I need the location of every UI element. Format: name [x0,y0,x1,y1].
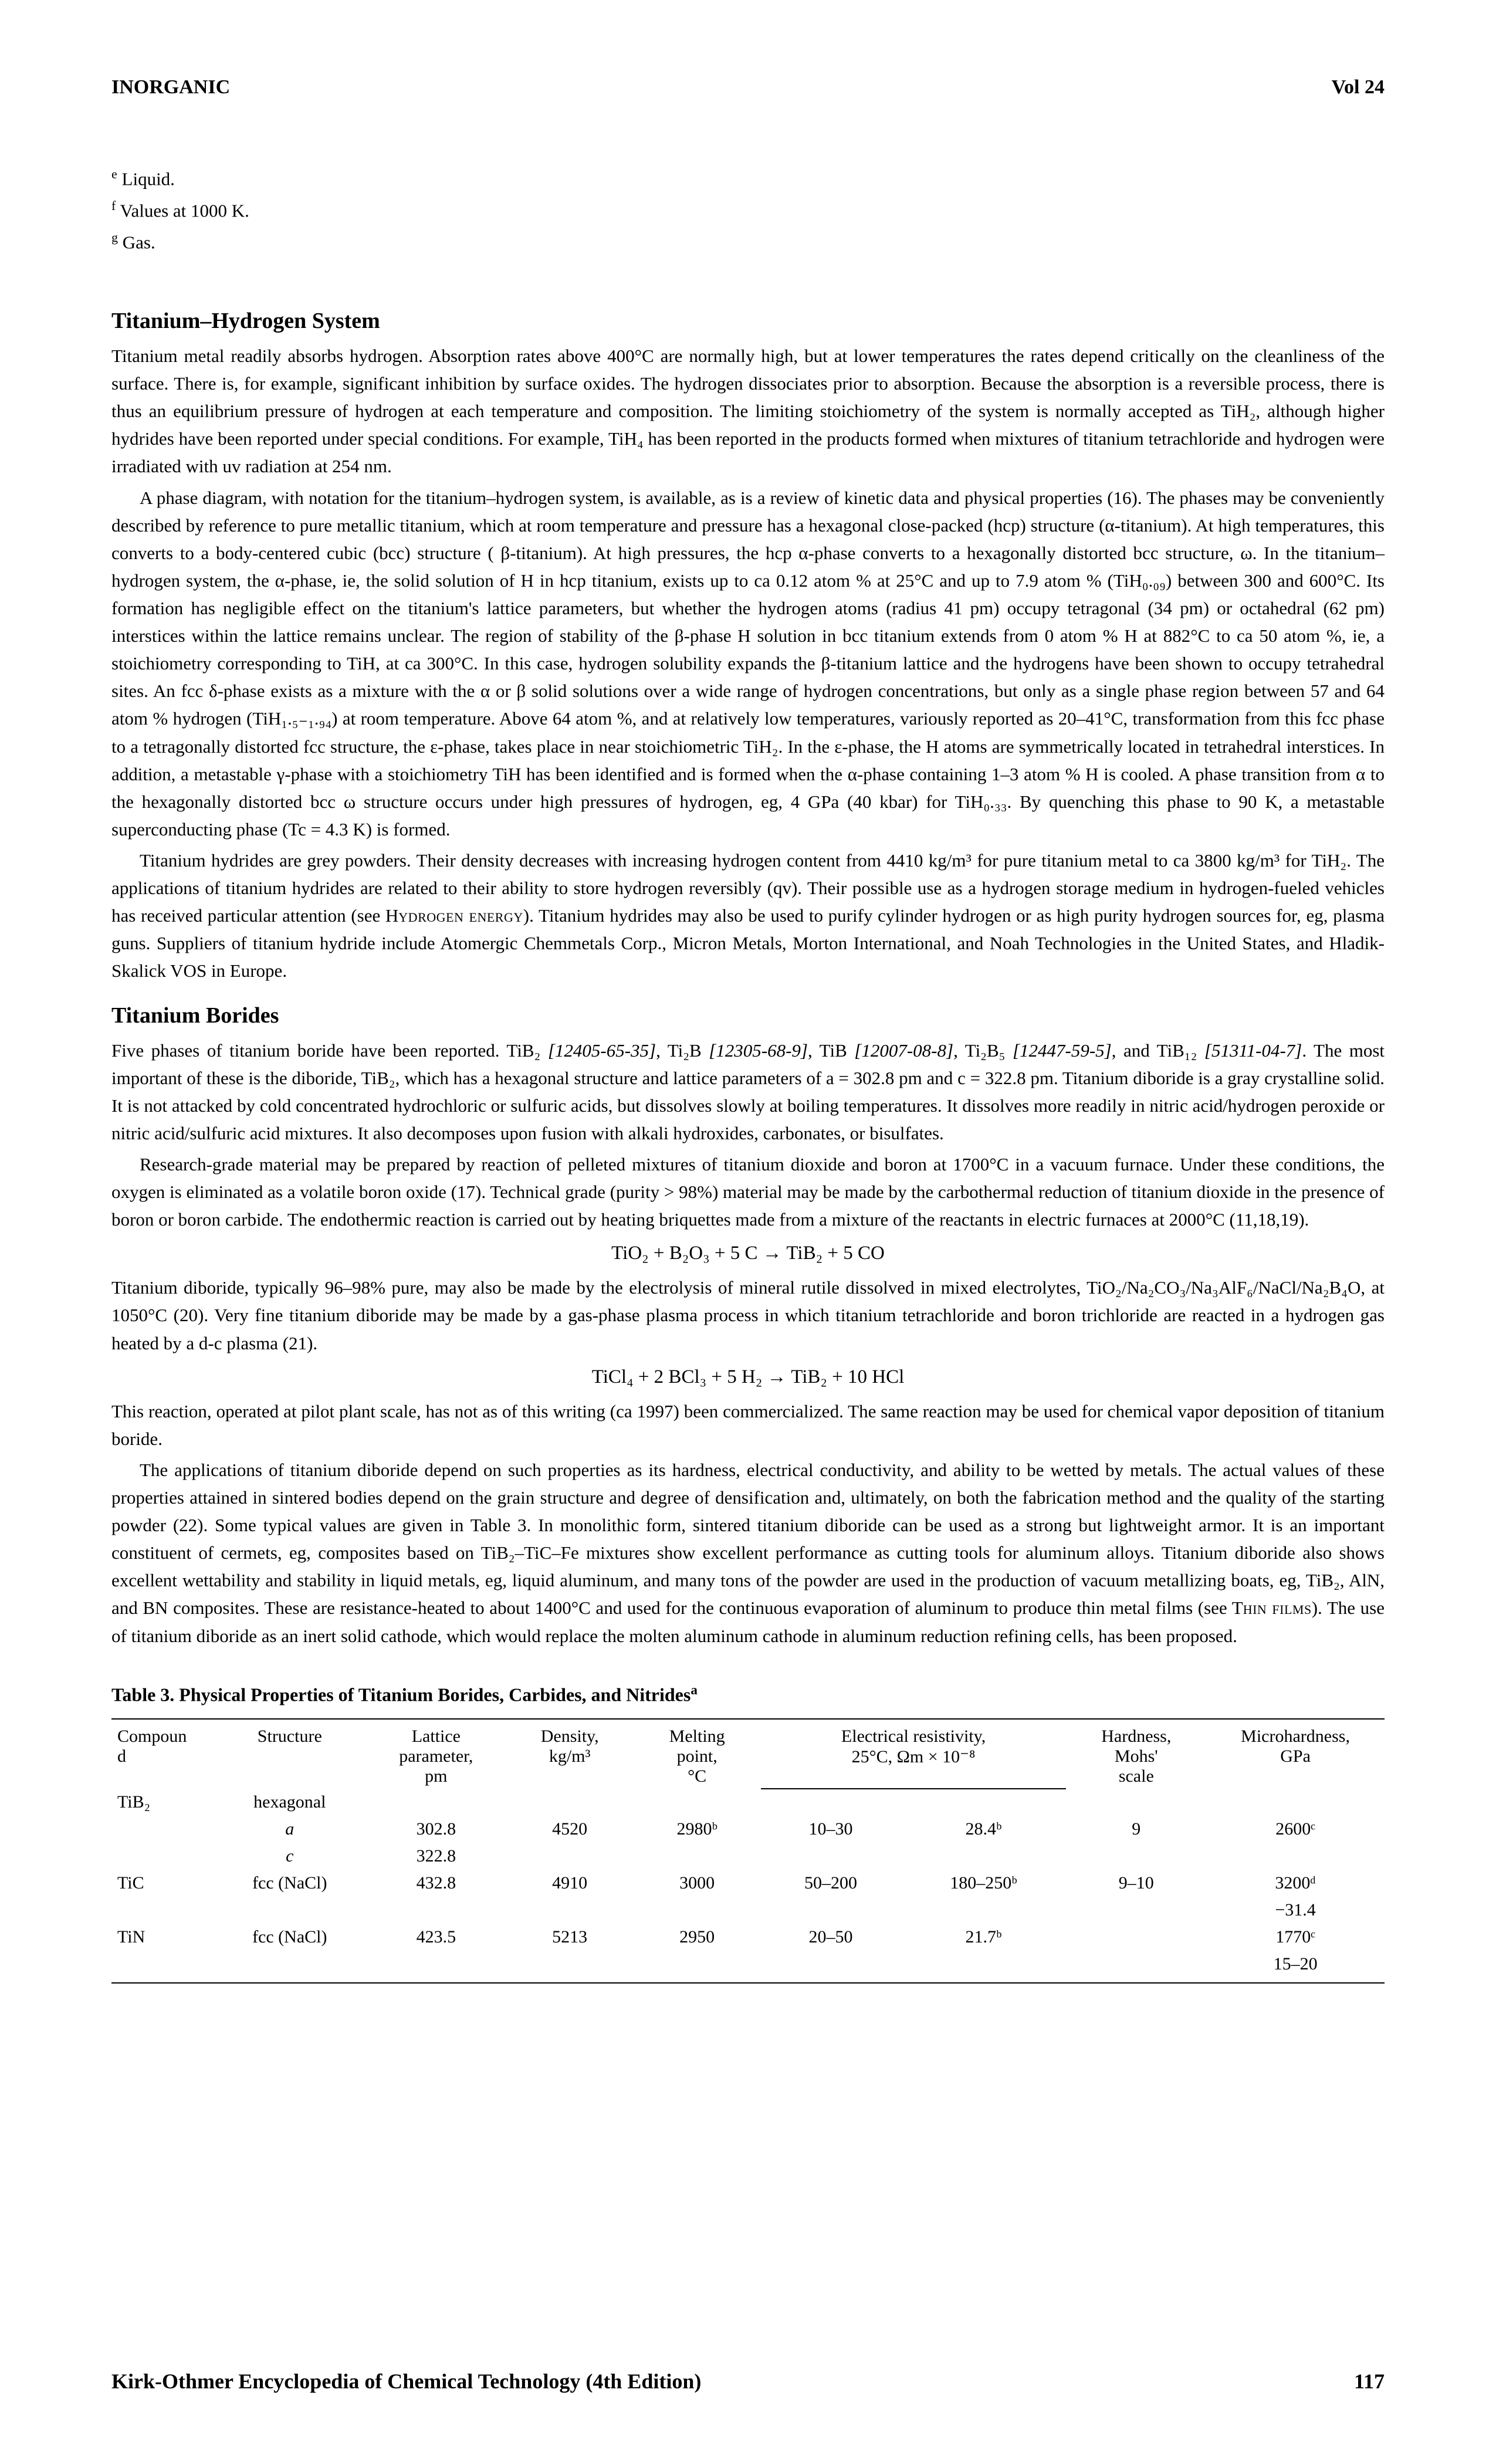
section1-p1: Titanium metal readily absorbs hydrogen.… [111,342,1385,480]
th-density: Density,kg/m³ [506,1719,634,1789]
th-resistivity: Electrical resistivity,25°C, Ωm × 10⁻⁸ [761,1719,1067,1777]
section-borides-title: Titanium Borides [111,1003,1385,1028]
section2-p2: Research-grade material may be prepared … [111,1150,1385,1233]
table-row: TiB₂hexagonal [111,1789,1385,1816]
equation-2: TiCl₄ + 2 BCl₃ + 5 H₂ → TiB₂ + 10 HCl [111,1366,1385,1388]
th-compound: Compound [111,1719,214,1789]
th-micro: Microhardness,GPa [1206,1719,1385,1789]
footer-left: Kirk-Othmer Encyclopedia of Chemical Tec… [111,2369,701,2394]
section2-p1: Five phases of titanium boride have been… [111,1037,1385,1147]
table-row: TiCfcc (NaCl)432.84910300050–200180–250ᵇ… [111,1870,1385,1897]
section2-p3: Titanium diboride, typically 96–98% pure… [111,1274,1385,1356]
table-row: TiNfcc (NaCl)423.55213295020–5021.7ᵇ1770… [111,1924,1385,1951]
table-row: c322.8 [111,1843,1385,1870]
table-row: a302.845202980ᵇ10–3028.4ᵇ92600ᶜ [111,1816,1385,1843]
table-row: 15–20 [111,1951,1385,1983]
section1-p2: A phase diagram, with notation for the t… [111,484,1385,843]
section2-p4: This reaction, operated at pilot plant s… [111,1397,1385,1453]
footnote-e: Liquid. [122,168,175,189]
footnote-f: Values at 1000 K. [120,200,249,221]
section2-p5: The applications of titanium diboride de… [111,1456,1385,1650]
footnote-g: Gas. [123,232,155,252]
th-structure: Structure [214,1719,366,1789]
th-hardness: Hardness,Mohs'scale [1066,1719,1206,1789]
section1-p3: Titanium hydrides are grey powders. Thei… [111,847,1385,985]
table-row: −31.4 [111,1897,1385,1924]
equation-1: TiO₂ + B₂O₃ + 5 C → TiB₂ + 5 CO [111,1243,1385,1264]
th-melting: Meltingpoint,°C [634,1719,761,1789]
footnotes-block: e Liquid. f Values at 1000 K. g Gas. [111,163,1385,258]
table3-caption: Table 3. Physical Properties of Titanium… [111,1682,1385,1706]
footer-right: 117 [1354,2369,1385,2394]
header-left: INORGANIC [111,76,230,99]
header-right: Vol 24 [1332,76,1385,99]
table3: Compound Structure Latticeparameter,pm D… [111,1718,1385,1984]
th-lattice: Latticeparameter,pm [366,1719,506,1789]
section-ti-h-title: Titanium–Hydrogen System [111,308,1385,334]
